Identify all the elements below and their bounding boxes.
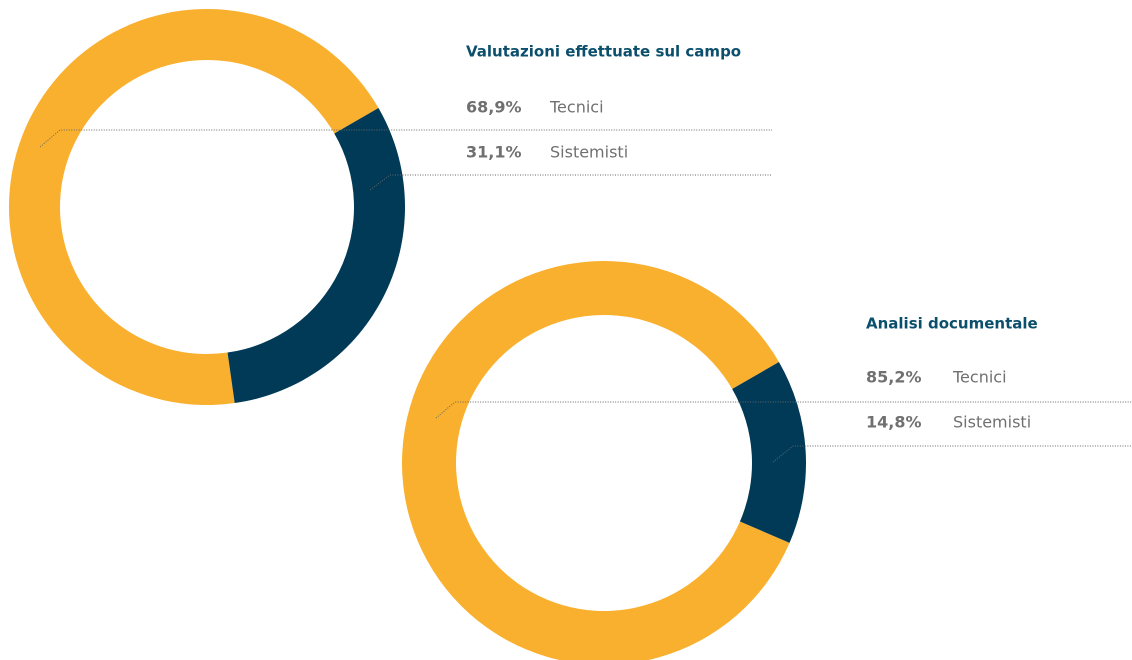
- leader-line: [435, 401, 1132, 419]
- donut-segment: [401, 260, 790, 660]
- donut-segment: [732, 362, 806, 543]
- chart-title: Valutazioni effettuate sul campo: [466, 43, 741, 61]
- value-label: 68,9%: [466, 98, 522, 117]
- donut-segment: [227, 108, 405, 404]
- value-label: 31,1%: [466, 143, 522, 162]
- value-label: 85,2%: [866, 368, 922, 387]
- leader-line: [369, 174, 772, 191]
- category-label: Tecnici: [549, 98, 604, 117]
- chart-title: Analisi documentale: [866, 315, 1038, 333]
- leader-line: [772, 445, 1132, 463]
- value-label: 14,8%: [866, 413, 922, 432]
- category-label: Sistemisti: [550, 143, 628, 162]
- leader-line: [39, 129, 772, 148]
- donuts: [8, 8, 806, 660]
- category-label: Sistemisti: [953, 413, 1031, 432]
- category-label: Tecnici: [952, 368, 1007, 387]
